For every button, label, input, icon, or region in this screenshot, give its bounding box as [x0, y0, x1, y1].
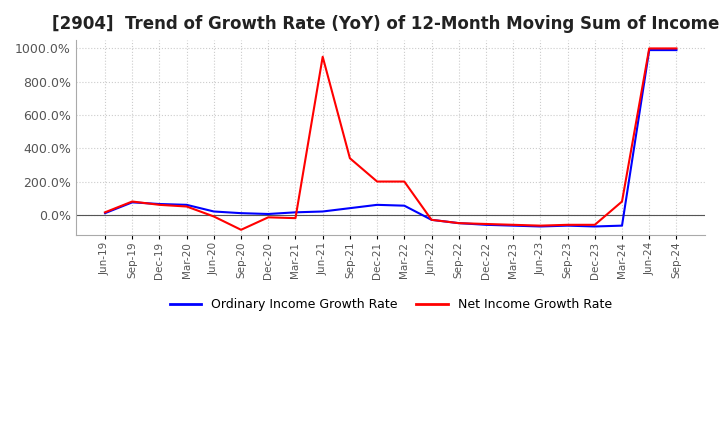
Net Income Growth Rate: [672, 46, 680, 51]
Line: Ordinary Income Growth Rate: Ordinary Income Growth Rate: [105, 50, 676, 227]
Ordinary Income Growth Rate: [155, 202, 163, 207]
Net Income Growth Rate: [427, 217, 436, 223]
Ordinary Income Growth Rate: [400, 203, 409, 208]
Net Income Growth Rate: [182, 204, 191, 209]
Net Income Growth Rate: [618, 199, 626, 204]
Legend: Ordinary Income Growth Rate, Net Income Growth Rate: Ordinary Income Growth Rate, Net Income …: [165, 293, 616, 316]
Ordinary Income Growth Rate: [590, 224, 599, 229]
Net Income Growth Rate: [155, 202, 163, 208]
Ordinary Income Growth Rate: [645, 48, 654, 53]
Ordinary Income Growth Rate: [346, 205, 354, 211]
Net Income Growth Rate: [291, 216, 300, 221]
Net Income Growth Rate: [210, 214, 218, 219]
Net Income Growth Rate: [264, 215, 273, 220]
Ordinary Income Growth Rate: [563, 223, 572, 228]
Net Income Growth Rate: [318, 54, 327, 59]
Ordinary Income Growth Rate: [210, 209, 218, 214]
Ordinary Income Growth Rate: [182, 202, 191, 208]
Net Income Growth Rate: [509, 222, 518, 227]
Ordinary Income Growth Rate: [128, 200, 137, 205]
Net Income Growth Rate: [346, 156, 354, 161]
Ordinary Income Growth Rate: [672, 48, 680, 53]
Net Income Growth Rate: [101, 210, 109, 215]
Net Income Growth Rate: [128, 199, 137, 204]
Net Income Growth Rate: [373, 179, 382, 184]
Ordinary Income Growth Rate: [291, 210, 300, 215]
Ordinary Income Growth Rate: [264, 211, 273, 216]
Net Income Growth Rate: [482, 221, 490, 227]
Ordinary Income Growth Rate: [536, 224, 545, 229]
Title: [2904]  Trend of Growth Rate (YoY) of 12-Month Moving Sum of Incomes: [2904] Trend of Growth Rate (YoY) of 12-…: [52, 15, 720, 33]
Ordinary Income Growth Rate: [618, 223, 626, 228]
Ordinary Income Growth Rate: [101, 210, 109, 216]
Ordinary Income Growth Rate: [482, 222, 490, 227]
Net Income Growth Rate: [237, 227, 246, 232]
Ordinary Income Growth Rate: [509, 223, 518, 228]
Net Income Growth Rate: [400, 179, 409, 184]
Ordinary Income Growth Rate: [454, 220, 463, 226]
Line: Net Income Growth Rate: Net Income Growth Rate: [105, 48, 676, 230]
Net Income Growth Rate: [590, 222, 599, 227]
Ordinary Income Growth Rate: [237, 210, 246, 216]
Ordinary Income Growth Rate: [318, 209, 327, 214]
Net Income Growth Rate: [454, 220, 463, 226]
Ordinary Income Growth Rate: [427, 217, 436, 223]
Ordinary Income Growth Rate: [373, 202, 382, 208]
Net Income Growth Rate: [536, 223, 545, 228]
Net Income Growth Rate: [645, 46, 654, 51]
Net Income Growth Rate: [563, 222, 572, 227]
